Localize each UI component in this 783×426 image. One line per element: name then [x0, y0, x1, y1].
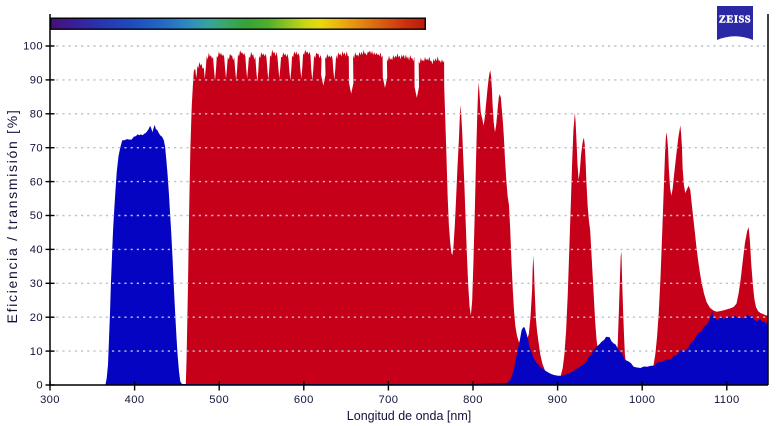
svg-text:Longitud de onda [nm]: Longitud de onda [nm]: [347, 409, 471, 423]
svg-text:600: 600: [294, 394, 314, 406]
svg-text:50: 50: [30, 210, 43, 222]
svg-text:800: 800: [463, 394, 483, 406]
svg-text:400: 400: [125, 394, 145, 406]
svg-text:1100: 1100: [714, 394, 740, 406]
svg-text:ZEISS: ZEISS: [719, 15, 751, 26]
svg-text:Eficiencia / transmisión [%]: Eficiencia / transmisión [%]: [4, 109, 20, 324]
svg-text:700: 700: [378, 394, 398, 406]
svg-text:0: 0: [36, 380, 43, 392]
svg-text:70: 70: [30, 142, 43, 154]
svg-text:60: 60: [30, 176, 43, 188]
svg-text:10: 10: [30, 346, 43, 358]
svg-text:900: 900: [548, 394, 568, 406]
svg-text:80: 80: [30, 109, 43, 121]
svg-text:30: 30: [30, 278, 43, 290]
svg-text:500: 500: [209, 394, 229, 406]
svg-text:90: 90: [30, 75, 43, 87]
svg-text:100: 100: [23, 41, 43, 53]
svg-text:300: 300: [40, 394, 60, 406]
svg-text:1000: 1000: [629, 394, 656, 406]
svg-text:40: 40: [30, 244, 43, 256]
svg-text:20: 20: [30, 312, 43, 324]
